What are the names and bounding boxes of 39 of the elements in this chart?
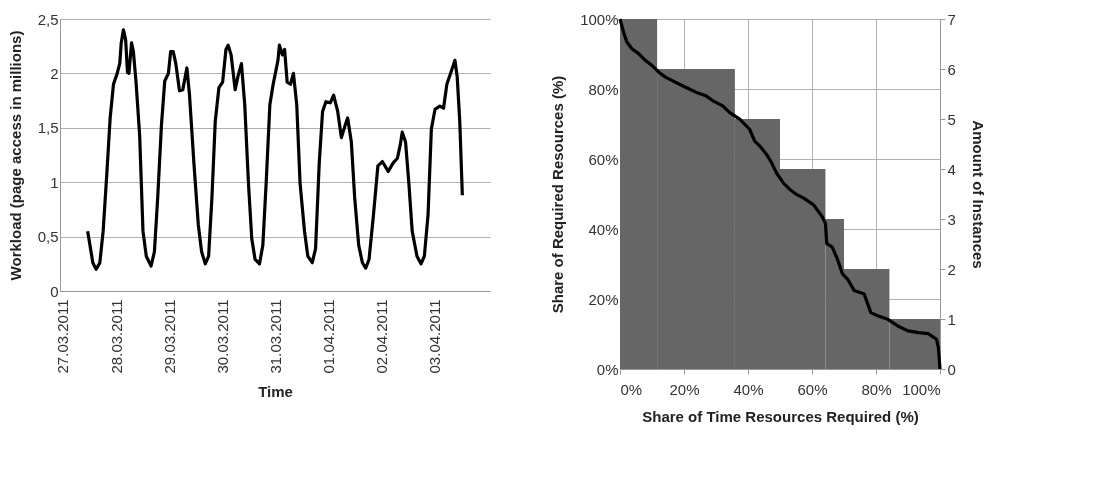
x-axis-title: Time (258, 383, 293, 401)
y-tick-label: 60% (588, 150, 619, 168)
y-tick-label: 2,5 (37, 10, 59, 28)
y2-axis-title: Amount of Instances (969, 120, 987, 269)
x-tick-label: 29.03.2011 (160, 299, 178, 374)
y-tick-label: 1,5 (37, 119, 59, 137)
x-axis-title: Share of Time Resources Required (%) (642, 407, 919, 425)
x-tick-label: 30.03.2011 (213, 299, 231, 374)
x-tick-label: 27.03.2011 (54, 299, 72, 374)
x-tick-label: 100% (902, 380, 941, 398)
x-tick-label: 31.03.2011 (266, 299, 284, 374)
y-tick-label: 1 (50, 173, 59, 191)
x-tick-label: 02.04.2011 (373, 299, 391, 374)
y2-tick-label: 2 (947, 260, 956, 278)
y-axis-title: Share of Required Resources (%) (549, 75, 567, 314)
y-tick-label: 0 (50, 282, 59, 300)
x-tick-label: 28.03.2011 (107, 299, 125, 374)
y2-tick-label: 5 (947, 110, 956, 128)
y2-tick-label: 6 (947, 60, 956, 78)
line-series (86, 28, 464, 271)
y-tick-label: 80% (588, 80, 619, 98)
x-tick-label: 03.04.2011 (426, 299, 444, 374)
x-tick-label: 40% (733, 380, 764, 398)
y2-tick-label: 7 (947, 10, 956, 28)
x-tick-label: 80% (861, 380, 892, 398)
y2-tick-label: 3 (947, 210, 956, 228)
x-tick-label: 0% (620, 380, 643, 398)
x-tick-label: 01.04.2011 (319, 299, 337, 374)
y-tick-label: 100% (580, 10, 619, 28)
y-axis-title: Workload (page access in millions) (6, 30, 24, 281)
y2-tick-label: 4 (947, 160, 956, 178)
y-tick-label: 2 (50, 64, 59, 82)
y-tick-label: 0,5 (37, 228, 59, 246)
x-tick-label: 20% (669, 380, 700, 398)
y-tick-label: 40% (588, 220, 619, 238)
x-tick-label: 60% (797, 380, 828, 398)
y2-tick-label: 1 (947, 310, 956, 328)
line-series (618, 17, 942, 371)
y2-tick-label: 0 (947, 360, 956, 378)
